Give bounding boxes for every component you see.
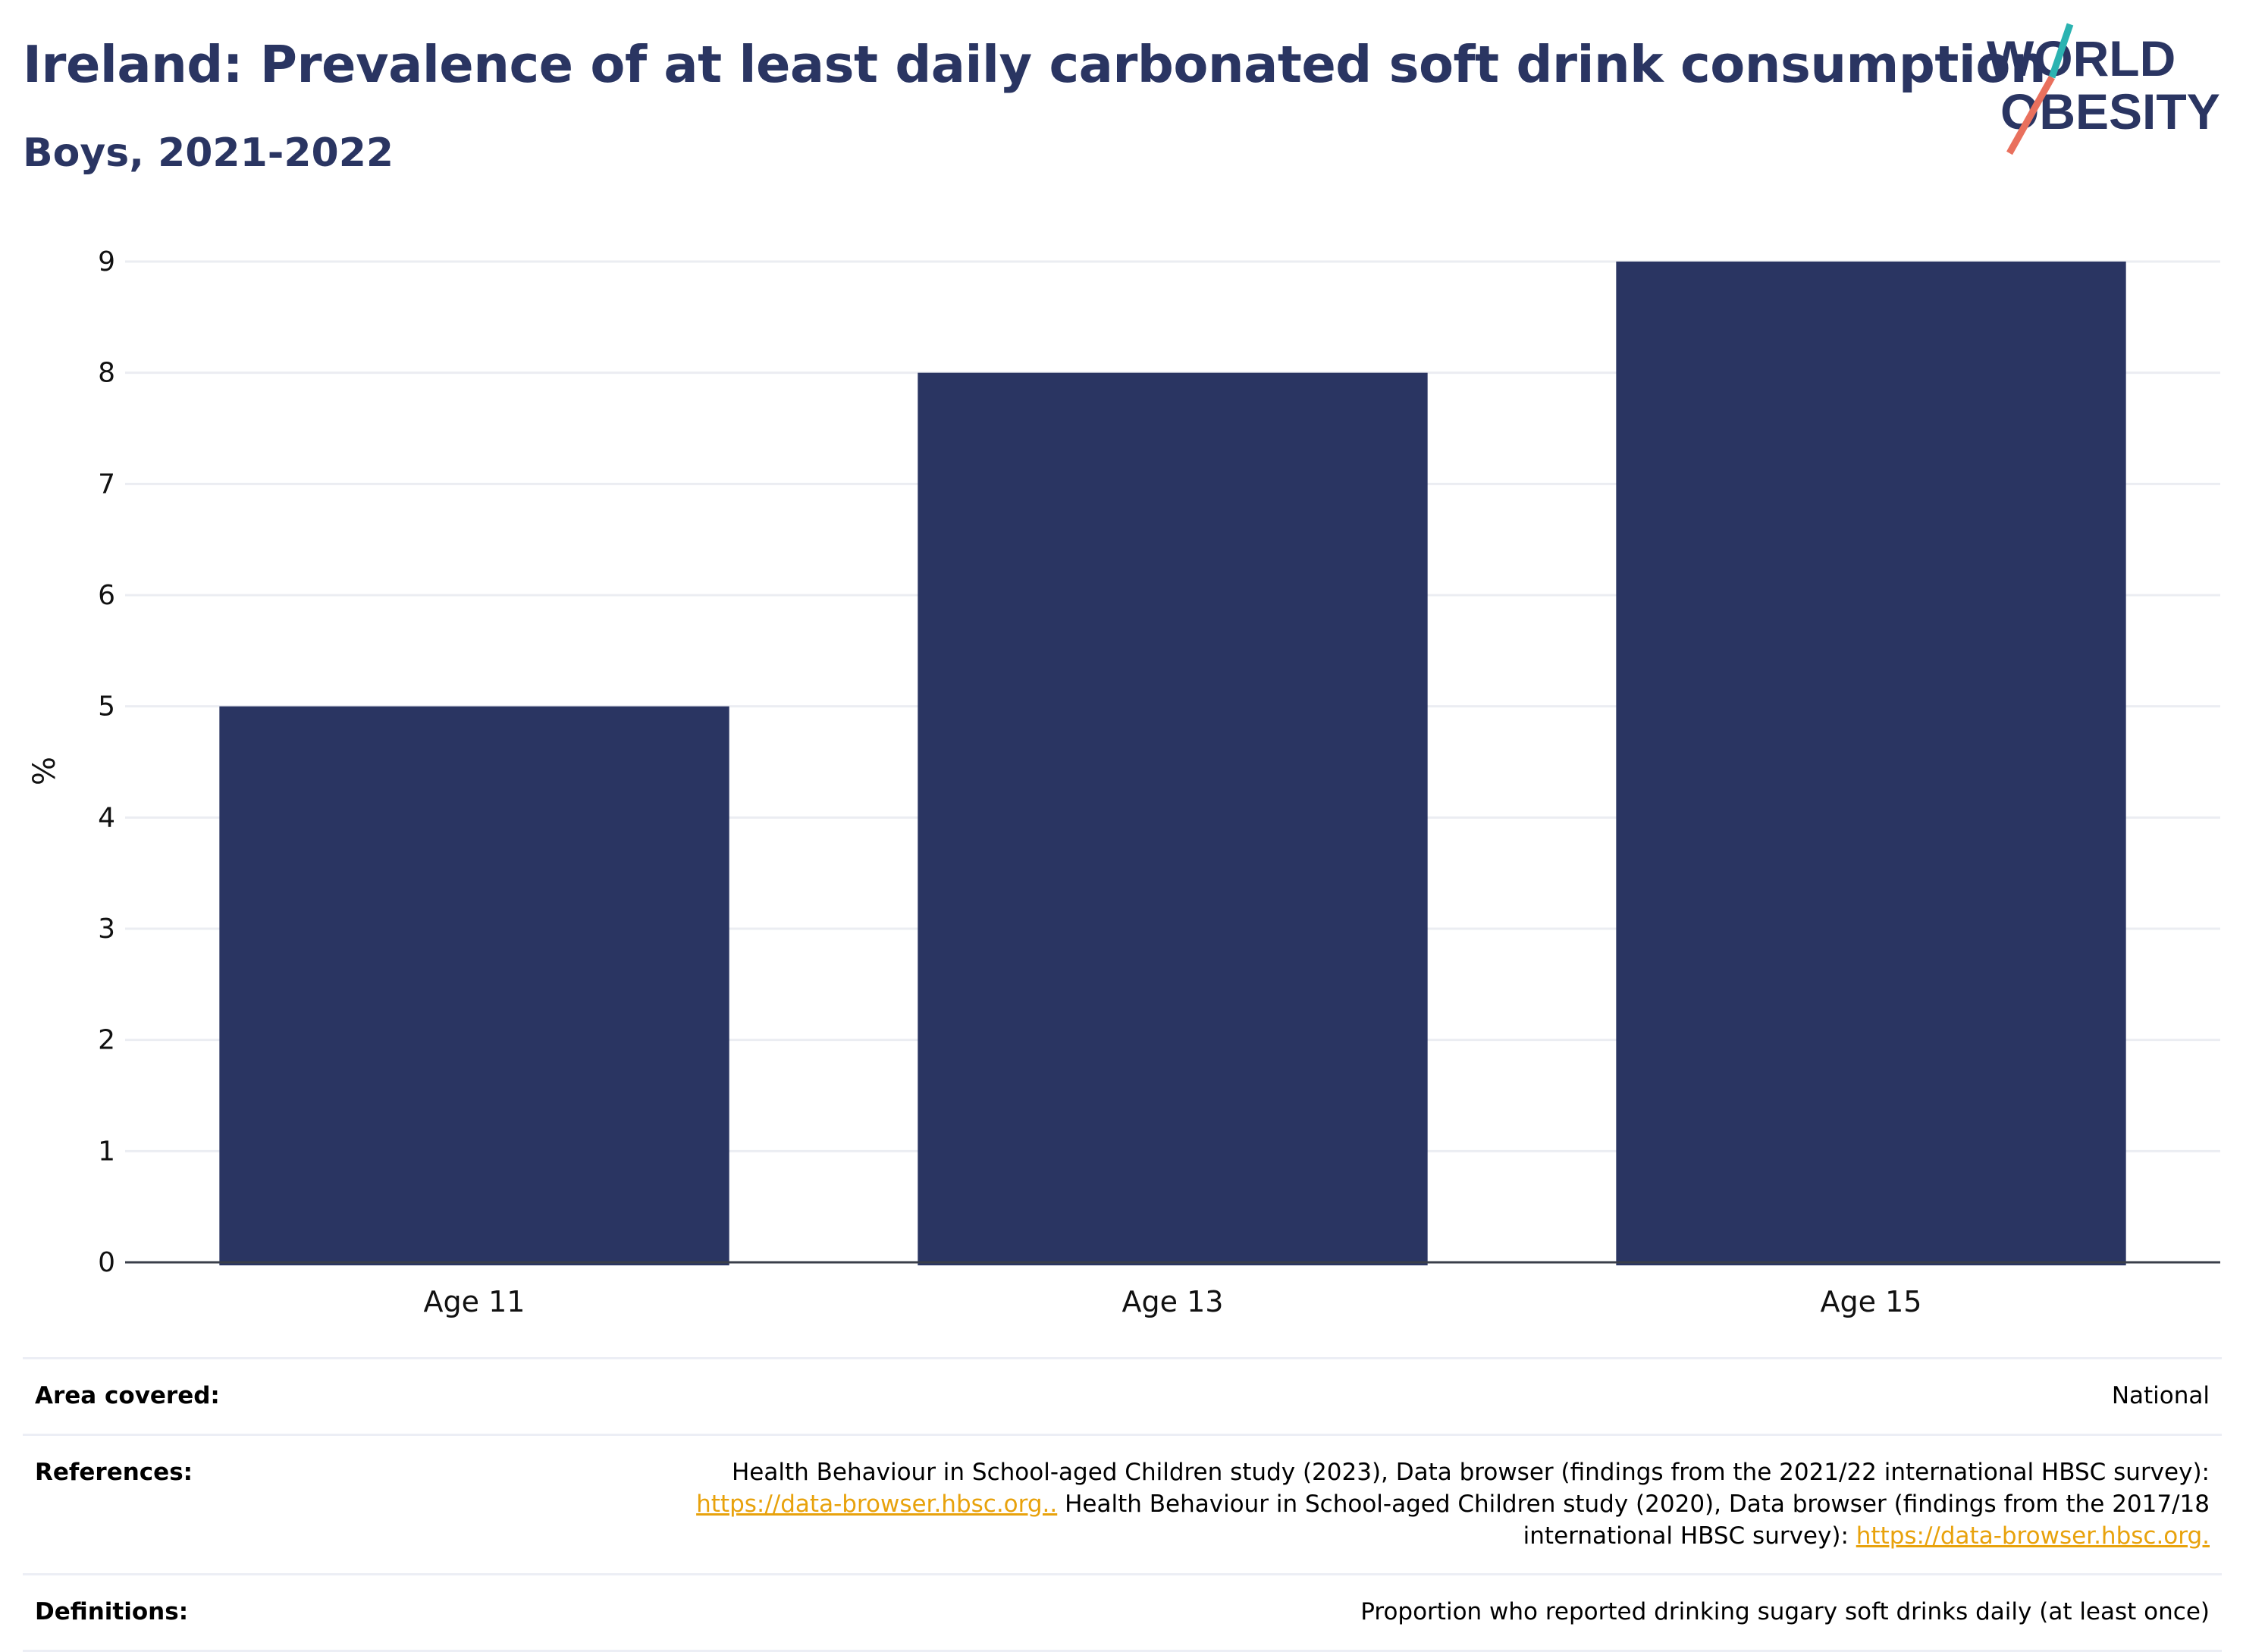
references-value: Health Behaviour in School-aged Children…	[655, 1457, 2210, 1553]
world-obesity-logo: WORLD OBESITY	[1987, 23, 2220, 155]
y-tick-label: 9	[98, 246, 115, 277]
y-tick-label: 8	[98, 358, 115, 389]
definitions-value: Proportion who reported drinking sugary …	[1360, 1598, 2210, 1626]
x-tick-label: Age 13	[1122, 1285, 1224, 1318]
bar	[219, 706, 729, 1265]
x-tick-label: Age 11	[424, 1285, 525, 1318]
info-row-references: References: Health Behaviour in School-a…	[23, 1433, 2222, 1574]
y-tick-label: 0	[98, 1247, 115, 1278]
logo-text-obesity: OBESITY	[2000, 83, 2220, 139]
bar	[918, 372, 1428, 1266]
references-link-1[interactable]: https://data-browser.hbsc.org..	[696, 1490, 1058, 1518]
references-text-1: Health Behaviour in School-aged Children…	[732, 1458, 2210, 1486]
x-tick-labels: Age 11 Age 13 Age 15	[424, 1285, 1922, 1318]
y-tick-label: 4	[98, 802, 115, 833]
logo-slash-top	[2048, 23, 2074, 79]
y-tick-label: 6	[98, 580, 115, 611]
y-tick-label: 3	[98, 914, 115, 945]
y-axis-title: %	[27, 757, 62, 785]
logo-text-world: WORLD	[1987, 30, 2176, 86]
info-row-definitions: Definitions: Proportion who reported dri…	[23, 1573, 2222, 1652]
y-tick-label: 1	[98, 1136, 115, 1167]
definitions-label: Definitions:	[35, 1598, 189, 1626]
references-label: References:	[35, 1458, 193, 1486]
references-link-2[interactable]: https://data-browser.hbsc.org.	[1856, 1522, 2210, 1550]
chart-subtitle: Boys, 2021-2022	[23, 130, 394, 176]
y-tick-label: 7	[98, 469, 115, 500]
area-label: Area covered:	[35, 1382, 220, 1409]
bars	[219, 262, 2126, 1266]
references-text-2: Health Behaviour in School-aged Children…	[1057, 1490, 2210, 1550]
bar-chart: 0 1 2 3 4 5 6 7 8 9 Age 11 Age 13 Age 15 %	[27, 246, 2220, 1318]
chart-title: Ireland: Prevalence of at least daily ca…	[23, 35, 2047, 94]
y-tick-labels: 0 1 2 3 4 5 6 7 8 9	[98, 246, 115, 1278]
area-value: National	[2111, 1382, 2210, 1409]
info-row-area: Area covered: National	[23, 1357, 2222, 1434]
info-table: Area covered: National References: Healt…	[23, 1357, 2222, 1652]
y-tick-label: 5	[98, 691, 115, 723]
y-tick-label: 2	[98, 1025, 115, 1056]
x-tick-label: Age 15	[1821, 1285, 1922, 1318]
bar	[1616, 262, 2126, 1265]
logo-slash-bottom	[2006, 75, 2055, 155]
